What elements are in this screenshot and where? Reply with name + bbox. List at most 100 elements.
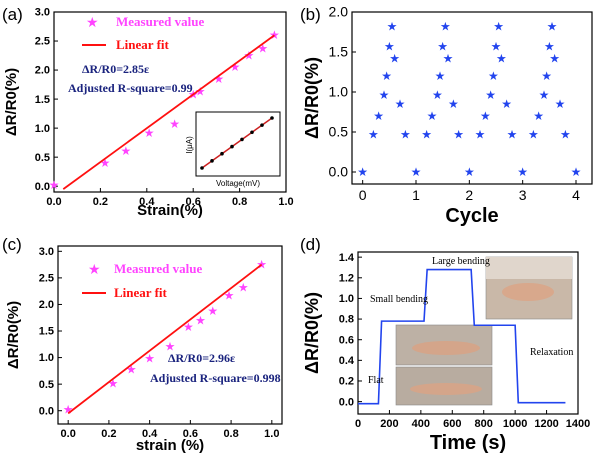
y-tick-label: 0.0 xyxy=(35,181,50,193)
legend: ★ Measured value Linear fit xyxy=(82,14,204,52)
data-point: ★ xyxy=(183,320,194,334)
photo-small-bending xyxy=(395,324,493,366)
data-point: ★ xyxy=(384,39,395,53)
inset-point xyxy=(230,144,234,149)
data-point: ★ xyxy=(507,127,518,141)
data-point: ★ xyxy=(448,97,459,111)
y-tick-label: 0.2 xyxy=(339,376,354,388)
data-point: ★ xyxy=(165,339,176,353)
panel-label-c: (c) xyxy=(2,235,22,254)
data-point: ★ xyxy=(544,39,555,53)
data-point: ★ xyxy=(381,69,392,83)
inset-point xyxy=(260,123,264,127)
y-tick-label: 0.5 xyxy=(35,152,50,164)
inset-iv-plot: Voltage(mV) I(μA) xyxy=(185,111,281,188)
y-tick-label: 2.5 xyxy=(39,273,54,285)
data-point: ★ xyxy=(207,304,218,318)
data-point: ★ xyxy=(389,51,400,65)
x-tick-label: 1.0 xyxy=(264,428,279,440)
data-point: ★ xyxy=(517,165,528,179)
y-axis-title: ΔR/R0(%) xyxy=(302,57,322,139)
x-tick-label: 0 xyxy=(355,418,361,430)
data-point: ★ xyxy=(100,156,111,170)
data-point: ★ xyxy=(373,109,384,123)
data-point: ★ xyxy=(213,72,224,86)
y-axis-title: ΔR/R0(%) xyxy=(3,68,20,136)
y-tick-label: 2.0 xyxy=(39,299,54,311)
x-tick-label: 0.6 xyxy=(186,196,201,208)
series-line xyxy=(62,34,275,190)
y-tick-label: 3.0 xyxy=(35,7,50,19)
panel-label-d: (d) xyxy=(300,235,321,254)
data-point: ★ xyxy=(549,51,560,65)
data-point: ★ xyxy=(243,49,254,63)
legend: ★ Measured value Linear fit xyxy=(82,261,202,300)
inset-y-label: I(μA) xyxy=(185,136,194,154)
data-point: ★ xyxy=(169,117,180,131)
data-point: ★ xyxy=(368,127,379,141)
inset-point xyxy=(240,137,244,142)
data-point: ★ xyxy=(547,19,558,33)
data-point: ★ xyxy=(435,69,446,83)
data-point: ★ xyxy=(411,165,422,179)
x-axis-title: Cycle xyxy=(445,205,498,227)
panel-label-a: (a) xyxy=(2,5,23,24)
data-point: ★ xyxy=(464,165,475,179)
chart-panel-a: 0.0 0.2 0.4 0.6 0.8 1.00.00.51.01.52.02.53.0 … xyxy=(3,7,294,219)
y-tick-label: 0.0 xyxy=(39,405,54,417)
x-tick-label: 600 xyxy=(443,418,461,430)
x-tick-label: 1 xyxy=(412,187,420,203)
x-tick-label: 0.4 xyxy=(139,196,155,208)
data-point: ★ xyxy=(421,127,432,141)
data-point: ★ xyxy=(387,19,398,33)
chart-panel-c: 0.0 0.2 0.4 0.6 0.8 1.00.00.51.01.52.02.53.0 … xyxy=(5,245,283,454)
inset-point xyxy=(200,166,204,170)
data-point: ★ xyxy=(224,288,235,302)
data-point: ★ xyxy=(533,109,544,123)
chart-panel-d: 0 200 400 600 800 1000 1200 1400 0.0 0.2 0.4 0.6 0.8… xyxy=(302,251,590,454)
chart-panel-b: 0 1 2 3 40.00.51.01.52.0 ★★★★★★★★★★★★★★★★★★★… xyxy=(302,4,593,227)
panel-label-b: (b) xyxy=(300,5,321,24)
y-tick-label: 3.0 xyxy=(39,246,54,258)
legend-marker-star: ★ xyxy=(86,14,99,30)
legend-label-measured: Measured value xyxy=(116,14,204,29)
annotation-flat: Flat xyxy=(368,375,384,386)
x-tick-label: 0 xyxy=(359,187,367,203)
inset-point xyxy=(210,159,214,163)
annotation-equation: ΔR/R0=2.85ε xyxy=(82,62,149,76)
x-axis-title: strain (%) xyxy=(136,437,204,454)
annotation-equation: ΔR/R0=2.96ε xyxy=(168,351,235,365)
annotation-small-bending: Small bending xyxy=(370,294,428,305)
inset-point xyxy=(270,116,274,120)
x-axis-title: Strain(%) xyxy=(137,202,203,219)
y-tick-label: 0.0 xyxy=(339,396,354,408)
data-point: ★ xyxy=(427,109,438,123)
x-tick-label: 0.8 xyxy=(232,196,247,208)
y-tick-label: 0.5 xyxy=(39,379,54,391)
y-tick-label: 1.0 xyxy=(39,352,54,364)
data-point: ★ xyxy=(541,69,552,83)
data-point: ★ xyxy=(528,127,539,141)
data-point: ★ xyxy=(230,60,241,74)
photo-flat xyxy=(395,366,493,406)
x-tick-label: 1.0 xyxy=(278,196,293,208)
plot-frame xyxy=(53,11,287,193)
x-tick-label: 1000 xyxy=(503,418,527,430)
data-point: ★ xyxy=(257,42,268,56)
legend-label-fit: Linear fit xyxy=(116,37,170,52)
data-point: ★ xyxy=(560,127,571,141)
x-tick-label: 3 xyxy=(519,187,527,203)
data-point: ★ xyxy=(400,127,411,141)
plot-frame xyxy=(351,11,593,185)
legend-label-fit: Linear fit xyxy=(114,285,168,300)
y-tick-label: 2.0 xyxy=(329,4,349,20)
photo-large-bending xyxy=(485,256,573,320)
inset-point xyxy=(220,151,224,156)
series-line xyxy=(358,268,566,405)
y-tick-label: 0.4 xyxy=(339,355,355,367)
y-axis-title: ΔR/R0(%) xyxy=(302,292,322,374)
annotation-rsquare: Adjusted R-square=0.998 xyxy=(150,371,281,385)
y-tick-label: 0.6 xyxy=(339,334,354,346)
x-tick-label: 0.6 xyxy=(183,428,198,440)
